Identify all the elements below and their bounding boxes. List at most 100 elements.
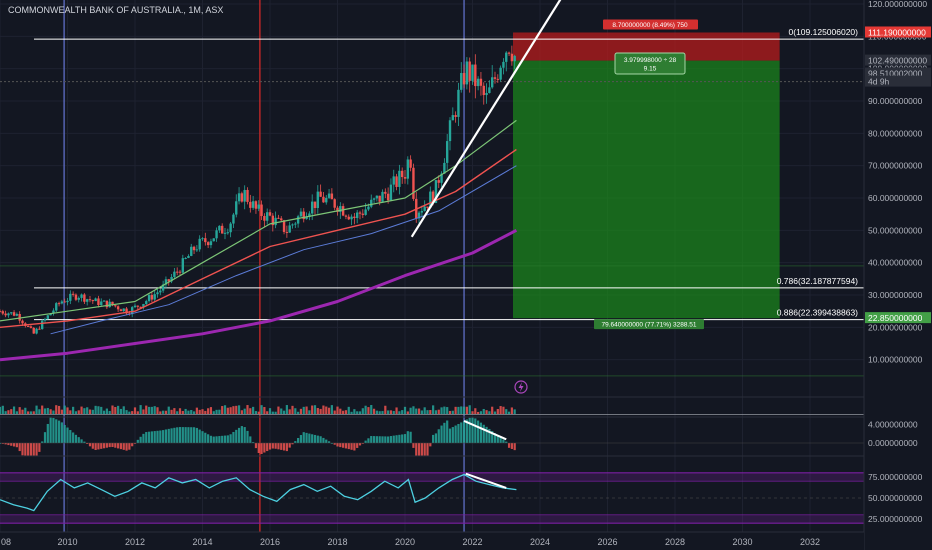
candle-body [46, 315, 50, 319]
macd-bar [91, 443, 94, 449]
volume-bar [299, 408, 303, 414]
macd-bar [426, 443, 429, 456]
volume-bar [333, 410, 336, 414]
candle-body [133, 305, 137, 308]
target-label: 79.640000000 (77.71%) 3288.51 [594, 319, 704, 330]
candle-body [147, 295, 151, 302]
candle-body [139, 306, 142, 308]
macd-bar [277, 443, 280, 450]
candle-body [313, 201, 317, 208]
macd-bar [218, 436, 221, 443]
macd-bar [88, 443, 92, 447]
volume-bar [499, 406, 502, 414]
macd-bar [63, 424, 66, 443]
candle-body [485, 92, 488, 96]
candle-body [108, 301, 111, 308]
volume-bar [232, 406, 235, 414]
candle-body [100, 301, 103, 306]
volume-bar [190, 410, 193, 414]
candle-body [209, 241, 213, 246]
macd-bar [327, 441, 331, 443]
macd-bar [257, 443, 260, 453]
candle-body [204, 238, 207, 243]
candle-body [187, 255, 190, 258]
macd-bar [195, 427, 198, 443]
macd-bar [429, 443, 432, 447]
candle-body [263, 216, 266, 221]
volume-bar [457, 406, 460, 414]
price-badge: 22.850000000 [865, 312, 931, 324]
macd-bar [384, 436, 387, 443]
volume-bar [153, 406, 156, 414]
candle-body [18, 313, 21, 321]
candle-body [336, 207, 339, 212]
rsi-tick-label: 50.000000000 [868, 493, 923, 503]
candle-body [277, 217, 280, 219]
candle-body [55, 303, 58, 311]
volume-bar [426, 410, 429, 414]
candle-body [398, 170, 401, 187]
price-badge: 111.190000000 [865, 26, 931, 37]
volume-bar [139, 405, 142, 414]
volume-bar [49, 409, 52, 414]
volume-bar [198, 409, 201, 414]
macd-bar [167, 428, 170, 443]
candle-body [386, 193, 390, 201]
volume-bar [57, 405, 61, 414]
volume-bar [448, 410, 452, 414]
candle-body [443, 162, 446, 174]
volume-bar [184, 408, 187, 414]
candle-body [83, 294, 86, 302]
candle-body [291, 224, 294, 226]
volume-bar [434, 410, 438, 414]
macd-bar [209, 435, 213, 443]
volume-bar [173, 408, 176, 414]
fib-label: 0.786(32.187877594) [777, 276, 858, 286]
volume-bar [150, 406, 153, 414]
macd-bar [170, 428, 173, 443]
rsi-tick-label: 75.000000000 [868, 472, 923, 482]
candle-body [372, 198, 376, 200]
volume-bar [502, 406, 505, 414]
macd-bar [417, 443, 421, 456]
macd-bar [308, 433, 311, 443]
candle-body [355, 212, 359, 219]
candle-body [15, 313, 19, 316]
volume-bar [100, 406, 103, 414]
volume-bar [102, 410, 106, 414]
candle-body [268, 212, 272, 216]
candle-body [496, 78, 500, 80]
candle-body [457, 89, 460, 117]
candle-body [400, 170, 404, 178]
volume-bar [482, 408, 485, 414]
price-badge-text: 102.490000000 [868, 56, 927, 66]
macd-bar [395, 435, 398, 443]
macd-tick-label: 4.000000000 [868, 420, 918, 430]
macd-bar [181, 427, 184, 443]
volume-bar [350, 411, 353, 414]
macd-bar [173, 427, 176, 443]
candle-body [280, 218, 283, 221]
candle-body [288, 225, 291, 233]
macd-bar [465, 419, 468, 443]
volume-bar [170, 409, 173, 414]
candle-body [426, 206, 429, 208]
volume-bar [46, 407, 49, 414]
candle-body [364, 209, 367, 215]
macd-bar [378, 436, 381, 443]
volume-bar [403, 406, 407, 414]
macd-bar [142, 433, 145, 443]
candle-body [350, 216, 353, 220]
candle-body [170, 276, 173, 282]
candle-body [353, 216, 356, 219]
ma-line-mid [0, 148, 517, 328]
volume-bar [313, 405, 317, 414]
macd-bar [440, 425, 443, 443]
macd-bar [432, 434, 435, 443]
macd-bar [240, 426, 243, 443]
candle-body [434, 180, 438, 203]
candle-body [285, 231, 289, 233]
macd-bar [190, 427, 193, 443]
macd-bar [392, 435, 395, 443]
macd-bar [446, 420, 449, 443]
